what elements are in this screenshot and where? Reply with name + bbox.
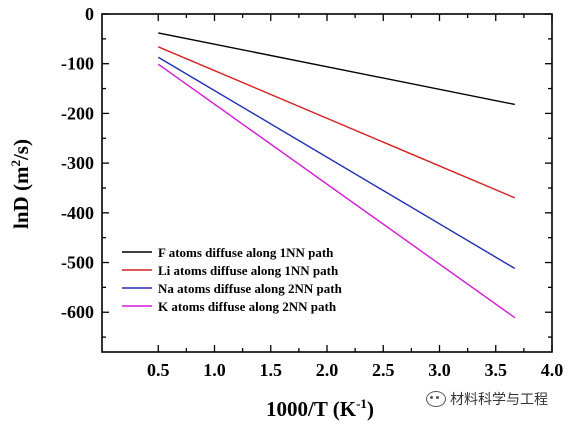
- series-line: [157, 63, 516, 319]
- series-lines: [157, 32, 516, 319]
- x-tick-label: 1.0: [203, 360, 226, 380]
- y-tick-label: -300: [61, 153, 94, 173]
- x-tick-label: 2.5: [372, 360, 395, 380]
- legend-label: K atoms diffuse along 2NN path: [158, 299, 337, 314]
- axis-ticks: 0.5 1.0 1.5 2.0 2.5 3.0 3.5 4.0 0 -100 -200 -300 -40…: [61, 4, 563, 380]
- y-tick-label: 0: [85, 4, 94, 24]
- series-line: [157, 56, 516, 270]
- legend-label: Li atoms diffuse along 1NN path: [158, 263, 339, 278]
- y-axis-title-main: lnD (m: [9, 166, 33, 229]
- series-line: [157, 46, 516, 199]
- y-axis-title-end: /s): [9, 139, 33, 161]
- y-tick-label: -400: [61, 203, 94, 223]
- watermark-text: 材料科学与工程: [450, 392, 548, 408]
- legend-label: Na atoms diffuse along 2NN path: [158, 281, 343, 296]
- x-axis-title-main: 1000/T (K: [266, 397, 357, 421]
- legend-label: F atoms diffuse along 1NN path: [158, 245, 334, 260]
- x-tick-label: 3.0: [428, 360, 451, 380]
- wechat-icon: [426, 391, 446, 407]
- x-tick-label: 2.0: [316, 360, 339, 380]
- x-axis-title: 1000/T (K-1): [266, 396, 374, 421]
- y-tick-label: -100: [61, 54, 94, 74]
- x-tick-label: 0.5: [147, 360, 170, 380]
- y-tick-label: -500: [61, 253, 94, 273]
- y-tick-label: -200: [61, 103, 94, 123]
- x-tick-label: 3.5: [485, 360, 508, 380]
- watermark: 材料科学与工程: [426, 389, 548, 409]
- legend: F atoms diffuse along 1NN path Li atoms d…: [122, 245, 343, 314]
- series-line: [158, 32, 516, 106]
- x-axis-title-sup: -1: [356, 396, 367, 411]
- y-axis-title-sup: 2: [8, 160, 23, 167]
- x-axis-title-end: ): [367, 397, 374, 421]
- y-axis-title: lnD (m2/s): [8, 139, 33, 229]
- x-tick-label: 1.5: [260, 360, 283, 380]
- y-tick-label: -600: [61, 302, 94, 322]
- x-tick-label: 4.0: [541, 360, 564, 380]
